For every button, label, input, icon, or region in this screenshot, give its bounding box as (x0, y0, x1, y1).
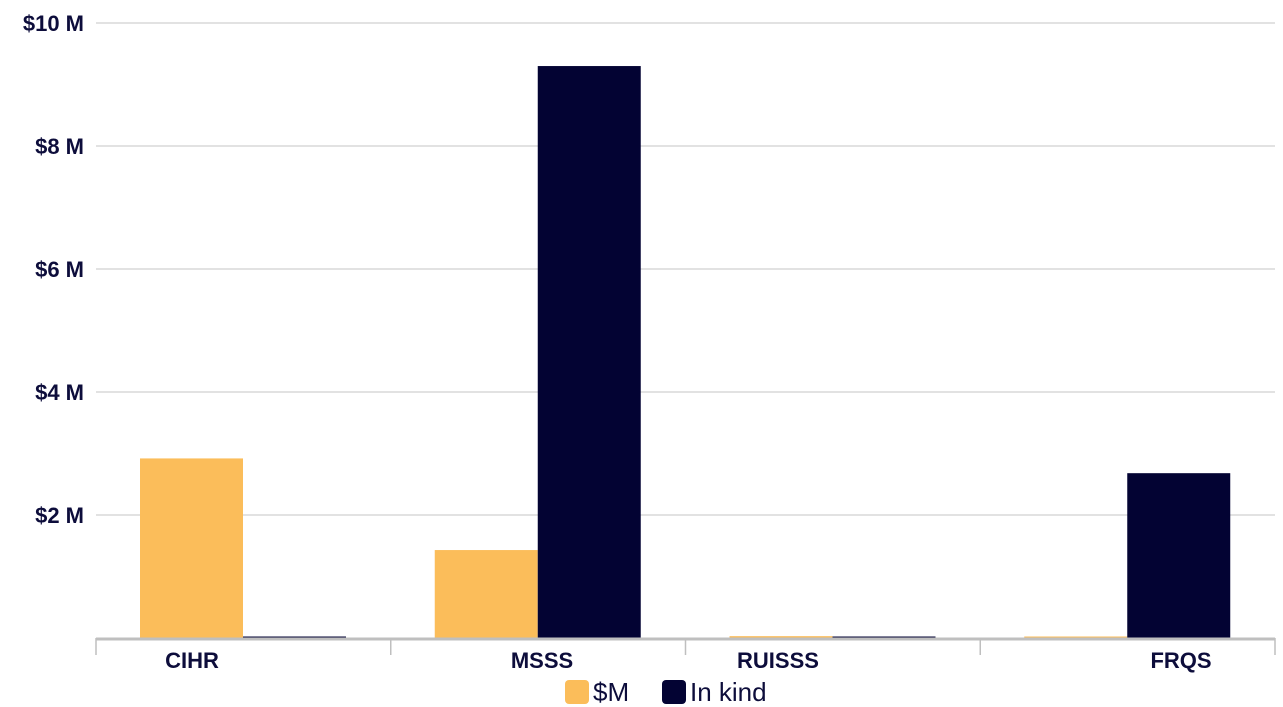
legend-label: In kind (690, 677, 767, 707)
y-tick-label: $4 M (35, 380, 84, 405)
bar-money-frqs (1024, 636, 1128, 638)
y-tick-label: $6 M (35, 257, 84, 282)
legend-label: $M (593, 677, 629, 707)
y-tick-label: $2 M (35, 503, 84, 528)
bar-in-kind-msss (537, 66, 641, 639)
y-tick-label: $8 M (35, 134, 84, 159)
gridlines (96, 22, 1275, 516)
bar-money-cihr (140, 458, 243, 638)
bar-in-kind-cihr (243, 636, 346, 638)
bar-money-ruisss (729, 636, 833, 638)
y-axis: $2 M $4 M $6 M $8 M $10 M (23, 11, 84, 528)
x-tick-label: FRQS (1150, 648, 1211, 673)
legend: $M In kind (565, 677, 767, 707)
legend-swatch (662, 680, 686, 704)
x-tick-label: CIHR (165, 648, 219, 673)
bar-in-kind-ruisss (832, 636, 936, 638)
x-axis: CIHR MSSS RUISSS FRQS (95, 637, 1276, 673)
y-tick-label: $10 M (23, 11, 84, 36)
bar-money-msss (434, 550, 538, 638)
legend-swatch (565, 680, 589, 704)
bar-in-kind-frqs (1127, 473, 1231, 638)
x-tick-label: RUISSS (737, 648, 819, 673)
x-tick-label: MSSS (511, 648, 573, 673)
bars (140, 66, 1231, 639)
